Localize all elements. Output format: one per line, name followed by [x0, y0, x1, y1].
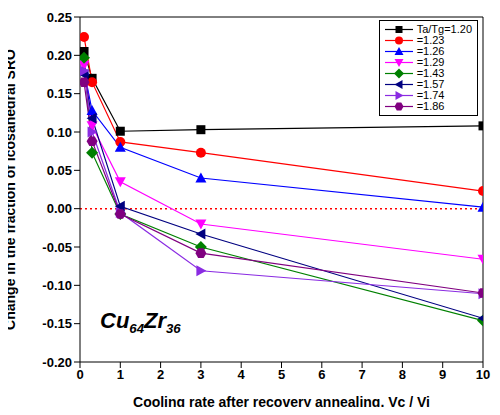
svg-text:1: 1	[117, 367, 124, 382]
svg-text:5: 5	[278, 367, 285, 382]
svg-text:8: 8	[399, 367, 406, 382]
svg-text:-0.10: -0.10	[42, 278, 72, 293]
html-text:=1.26: =1.26	[416, 45, 445, 57]
svg-text:6: 6	[318, 367, 325, 382]
svg-text:3: 3	[197, 367, 204, 382]
html-text:=1.86: =1.86	[416, 100, 445, 112]
svg-text:Change in the fraction of icos: Change in the fraction of icosahedral SR…	[8, 49, 18, 330]
svg-text:-0.15: -0.15	[42, 316, 72, 331]
html-text:=1.43: =1.43	[416, 67, 445, 79]
svg-text:0.10: 0.10	[47, 125, 72, 140]
html-text:Cu64Zr36: Cu64Zr36	[100, 308, 181, 337]
html-text:=1.57: =1.57	[416, 78, 445, 90]
svg-text:0.20: 0.20	[47, 48, 72, 63]
svg-text:Cooling rate after recovery an: Cooling rate after recovery annealing, V…	[133, 394, 430, 407]
svg-text:-0.05: -0.05	[42, 240, 72, 255]
svg-text:4: 4	[238, 367, 246, 382]
html-text:=1.23: =1.23	[416, 34, 445, 46]
svg-text:0.05: 0.05	[47, 163, 72, 178]
svg-text:10: 10	[476, 367, 490, 382]
svg-text:9: 9	[439, 367, 446, 382]
svg-text:7: 7	[358, 367, 365, 382]
svg-text:0.00: 0.00	[47, 201, 72, 216]
svg-text:0.25: 0.25	[47, 10, 72, 25]
svg-text:2: 2	[157, 367, 164, 382]
svg-text:0: 0	[76, 367, 83, 382]
svg-text:0.15: 0.15	[47, 86, 72, 101]
svg-text:-0.20: -0.20	[42, 355, 72, 370]
html-text:=1.29: =1.29	[416, 56, 445, 68]
html-text:=1.74: =1.74	[416, 89, 445, 101]
html-text:Ta/Tg=1.20: Ta/Tg=1.20	[416, 23, 472, 35]
